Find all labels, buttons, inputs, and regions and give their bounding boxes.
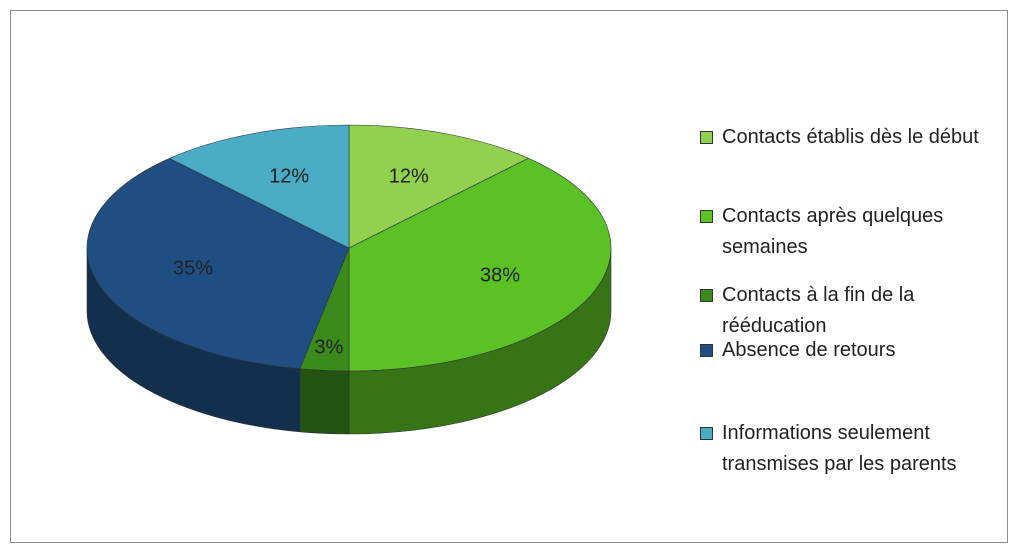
legend-swatch [700, 344, 713, 357]
legend-swatch [700, 289, 713, 302]
legend-item: Contacts après quelques semaines [700, 201, 1000, 263]
legend-swatch [700, 210, 713, 223]
data-label: 38% [480, 264, 520, 286]
legend-label: Absence de retours [722, 339, 896, 361]
data-label: 12% [389, 165, 429, 187]
legend-item: Absence de retours [700, 335, 1000, 366]
legend-label: Contacts après quelques semaines [722, 205, 944, 258]
legend-swatch [700, 427, 713, 440]
slice [86, 158, 350, 370]
slice [168, 124, 350, 249]
legend-item: Contacts établis dès le début [700, 122, 1000, 153]
data-label: 3% [314, 337, 343, 359]
legend-label: Contacts à la fin de la rééducation [722, 284, 915, 337]
data-label: 35% [173, 258, 213, 280]
legend-label: Informations seulement transmises par le… [722, 422, 957, 475]
legend-label: Contacts établis dès le début [722, 126, 979, 148]
data-label: 12% [269, 165, 309, 187]
legend-item: Contacts à la fin de la rééducation [700, 280, 1000, 342]
slice [348, 158, 612, 372]
slice [348, 124, 530, 249]
legend-swatch [700, 131, 713, 144]
legend-item: Informations seulement transmises par le… [700, 418, 1000, 480]
slice-side [299, 368, 350, 435]
